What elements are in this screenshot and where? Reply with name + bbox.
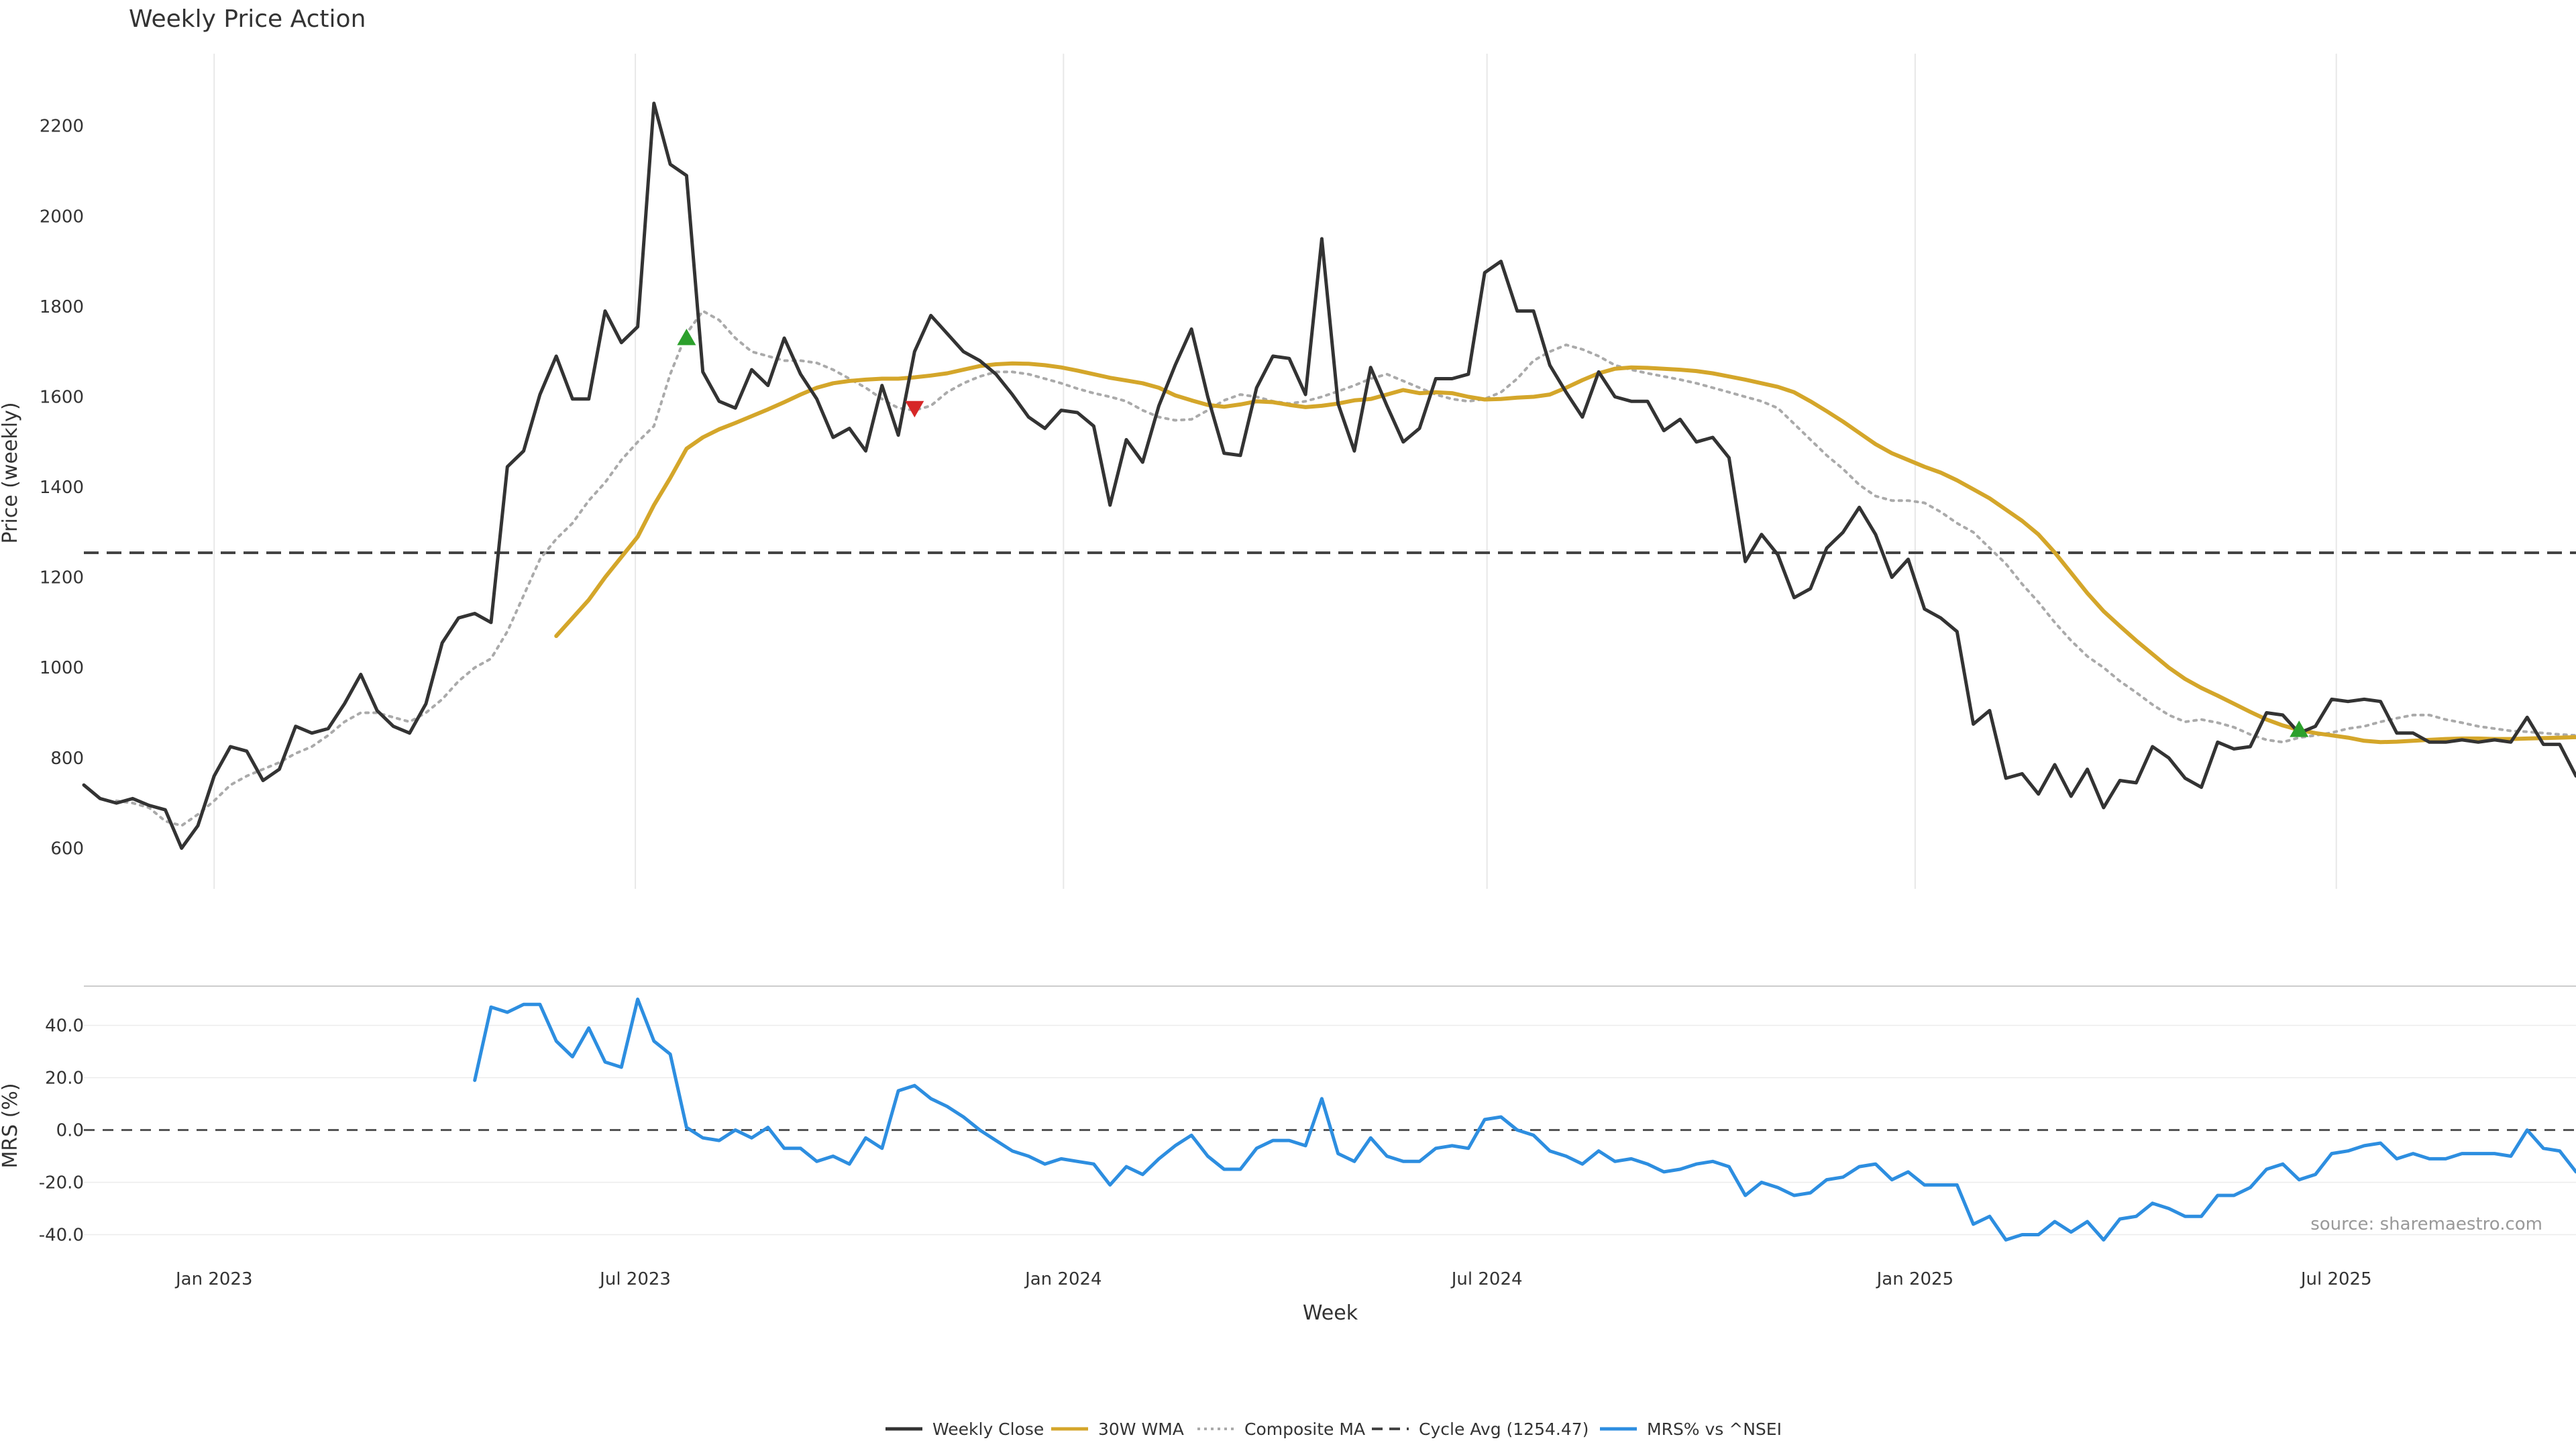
mrs-y-tick-label: 0.0 xyxy=(56,1121,84,1141)
legend-label: Weekly Close xyxy=(932,1419,1044,1439)
legend-item: MRS% vs ^NSEI xyxy=(1600,1419,1782,1439)
source-note: source: sharemaestro.com xyxy=(2310,1214,2542,1234)
price-y-tick-label: 2000 xyxy=(40,207,84,227)
legend: Weekly Close 30W WMA Composite MA Cycle Avg… xyxy=(885,1419,1782,1439)
mrs-y-tick-label: 20.0 xyxy=(45,1069,84,1089)
x-tick-label: Jan 2024 xyxy=(1024,1269,1102,1289)
legend-item: 30W WMA xyxy=(1051,1419,1184,1439)
weekly-close-line xyxy=(82,101,2576,850)
price-panel: 600 800 1000 1200 1400 1600 1800 2000 2200 xyxy=(40,54,2576,889)
buy-signal-marker xyxy=(677,328,696,345)
x-axis: Jan 2023 Jul 2023 Jan 2024 Jul 2024 Jan 2025… xyxy=(174,1269,2372,1289)
x-tick-label: Jan 2025 xyxy=(1876,1269,1954,1289)
legend-item: Weekly Close xyxy=(885,1419,1044,1439)
wma-30w-line xyxy=(554,361,2576,745)
buy-signal-marker xyxy=(2290,720,2309,737)
mrs-axis-title: MRS (%) xyxy=(0,1083,22,1168)
x-tick-label: Jul 2024 xyxy=(1450,1269,1523,1289)
mrs-y-tick-label: 40.0 xyxy=(45,1016,84,1036)
legend-label: 30W WMA xyxy=(1098,1419,1184,1439)
x-axis-title: Week xyxy=(1303,1301,1358,1325)
mrs-line xyxy=(473,998,2576,1242)
price-y-tick-label: 1400 xyxy=(40,478,84,498)
price-y-tick-label: 1600 xyxy=(40,387,84,407)
price-axis-title: Price (weekly) xyxy=(0,402,22,543)
price-y-tick-label: 1800 xyxy=(40,297,84,317)
chart-title: Weekly Price Action xyxy=(129,5,366,33)
sell-signal-marker xyxy=(905,400,924,418)
price-y-tick-label: 1000 xyxy=(40,658,84,678)
price-y-tick-label: 600 xyxy=(50,839,84,859)
legend-label: MRS% vs ^NSEI xyxy=(1647,1419,1782,1439)
price-y-tick-label: 1200 xyxy=(40,568,84,588)
legend-label: Cycle Avg (1254.47) xyxy=(1419,1419,1589,1439)
mrs-panel: -40.0 -20.0 0.0 20.0 40.0 xyxy=(39,985,2576,1246)
mrs-y-tick-label: -40.0 xyxy=(39,1226,84,1246)
legend-label: Composite MA xyxy=(1244,1419,1365,1439)
price-y-tick-label: 800 xyxy=(50,749,84,769)
legend-item: Composite MA xyxy=(1197,1419,1365,1439)
composite-ma-line xyxy=(115,309,2576,827)
mrs-y-tick-label: -20.0 xyxy=(39,1173,84,1193)
x-tick-label: Jul 2023 xyxy=(598,1269,671,1289)
price-y-tick-label: 2200 xyxy=(40,117,84,137)
x-tick-label: Jan 2023 xyxy=(174,1269,253,1289)
x-tick-label: Jul 2025 xyxy=(2300,1269,2372,1289)
legend-item: Cycle Avg (1254.47) xyxy=(1372,1419,1589,1439)
